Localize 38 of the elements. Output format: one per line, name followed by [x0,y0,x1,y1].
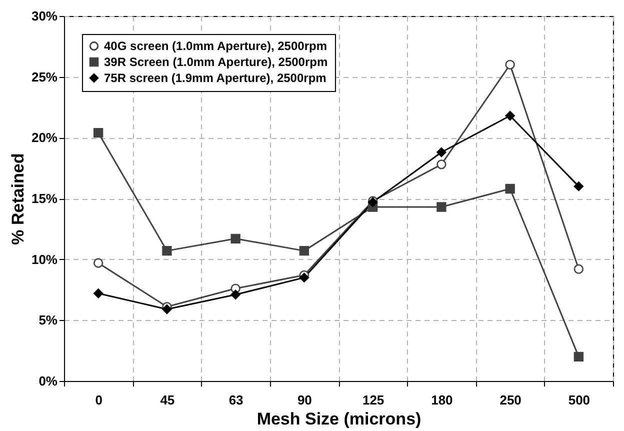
x-axis-title: Mesh Size (microns) [256,410,422,428]
x-tick-label: 63 [228,392,244,408]
point [574,182,584,192]
x-tick-label: 250 [500,392,522,408]
x-tick-label: 180 [431,392,453,408]
legend-label: 39R Screen (1.0mm Aperture), 2500rpm [104,55,328,69]
y-tick-label: 5% [38,312,58,328]
point [505,110,515,121]
legend-label: 40G screen (1.0mm Aperture), 2500rpm [104,39,327,53]
point [93,258,104,268]
x-tick-label: 90 [297,392,312,408]
point [436,147,446,158]
point [162,304,172,314]
x-tick-label: 125 [362,392,384,408]
point [436,202,446,212]
y-tick-label: 25% [31,69,58,84]
point [574,264,584,274]
point [574,352,584,362]
x-tick-label: 45 [160,392,175,408]
x-tick-label: 500 [568,392,590,408]
y-tick-label: 20% [31,130,58,146]
y-tick-label: 15% [31,191,58,206]
legend-label: 75R screen (1.9mm Aperture), 2500rpm [104,71,326,85]
point [93,288,104,298]
y-tick-label: 10% [31,252,58,267]
point [505,184,515,194]
point [299,272,310,282]
point [436,160,446,170]
point [93,128,104,138]
point [230,234,240,244]
point [162,246,172,256]
y-axis-title: % Retained [8,153,28,245]
point [230,290,240,300]
point [505,60,515,70]
y-tick-label: 0% [38,374,58,388]
x-tick-label: 0 [95,392,102,408]
point [299,246,310,256]
y-tick-label: 30% [31,8,58,24]
